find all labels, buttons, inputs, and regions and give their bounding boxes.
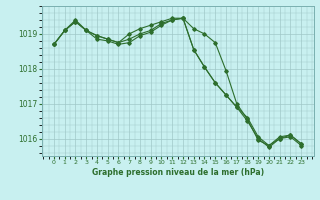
X-axis label: Graphe pression niveau de la mer (hPa): Graphe pression niveau de la mer (hPa): [92, 168, 264, 177]
